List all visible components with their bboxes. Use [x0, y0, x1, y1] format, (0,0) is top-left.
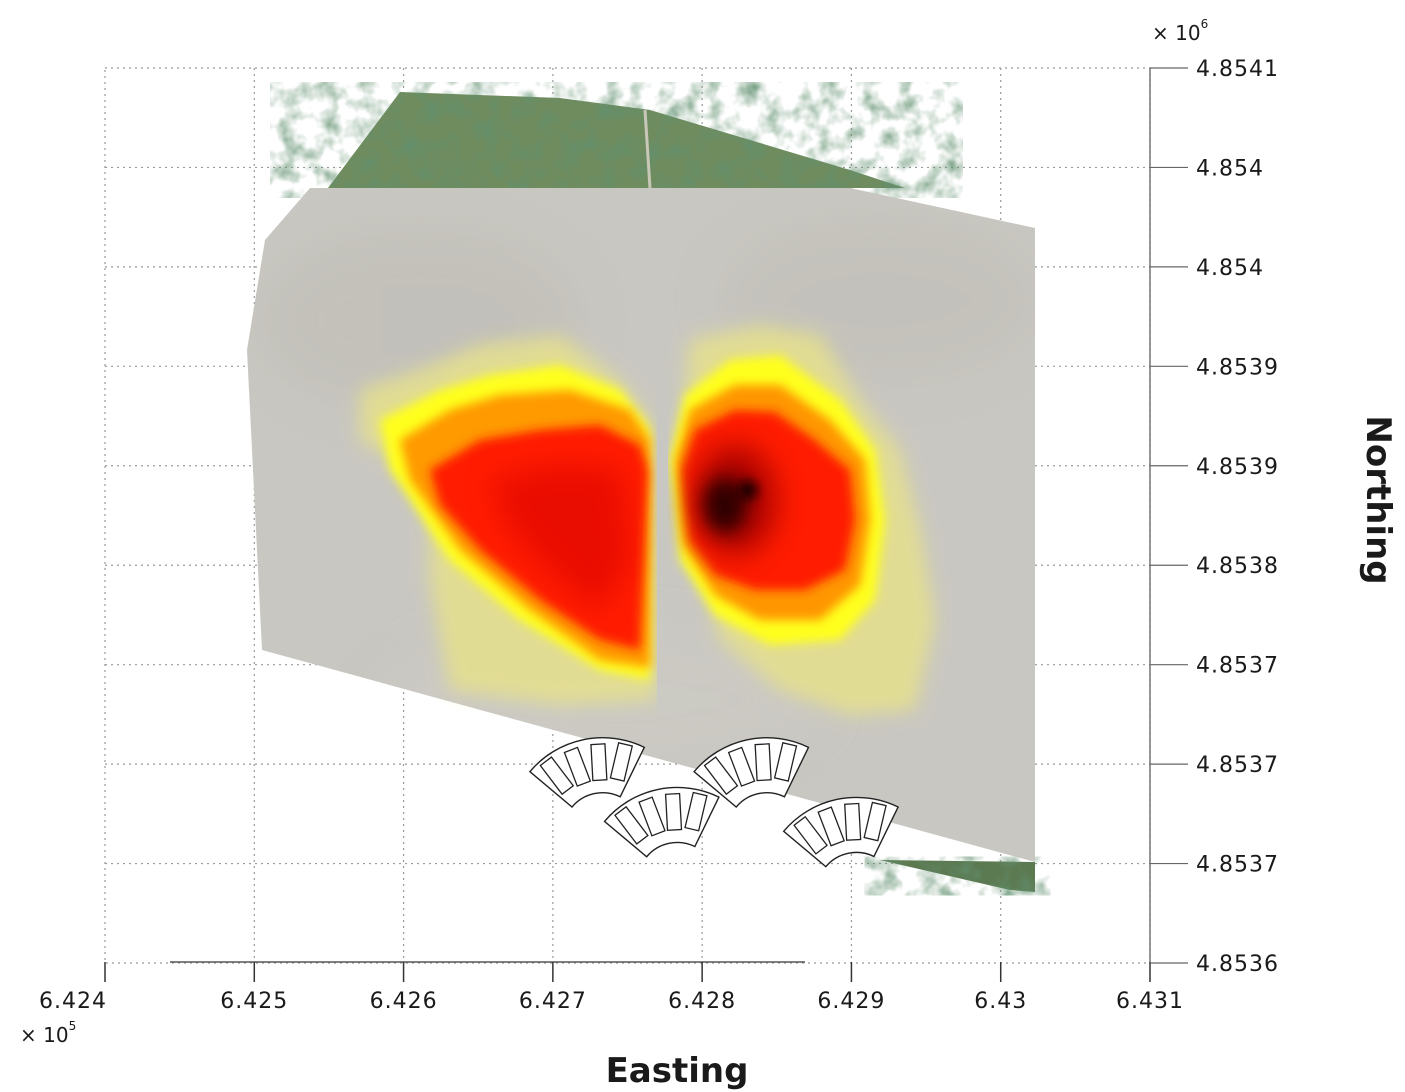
hotspot-west [360, 335, 657, 705]
y-axis-title: Northing [1358, 415, 1398, 584]
structure-cell [539, 756, 575, 796]
aerial-road [643, 109, 652, 189]
east-dark-spot [738, 480, 758, 500]
y-tick-marks [1150, 67, 1188, 964]
y-tick-label: 4.8536 [1196, 952, 1279, 977]
x-tick-marks [104, 962, 1151, 982]
west-core [490, 465, 630, 610]
structure-cell [727, 746, 756, 787]
structures [528, 737, 900, 868]
structure-cell [614, 805, 649, 845]
east-dark-core [703, 477, 747, 533]
y-tick-label: 4.8539 [1196, 455, 1279, 480]
structure-cell-group [793, 815, 828, 855]
structure-cell-group [539, 756, 575, 796]
y-tick-label: 4.8538 [1196, 554, 1279, 579]
structure-cell-group [844, 802, 862, 841]
x-tick-label: 6.428 [668, 989, 736, 1014]
structure-cell-group [609, 742, 634, 782]
y-tick-label: 4.854 [1196, 156, 1264, 181]
structure-cell-group [863, 801, 887, 842]
structure-cell-group [773, 742, 798, 782]
x-tick-label: 6.43 [974, 989, 1027, 1014]
structure-cell [793, 815, 828, 855]
structure-cell [773, 742, 798, 782]
structure-cell [638, 796, 666, 837]
x-tick-label: 6.431 [1116, 989, 1184, 1014]
structure-cell [863, 801, 887, 842]
y-tick-label: 4.8537 [1196, 753, 1279, 778]
x-tick-label: 6.425 [220, 989, 288, 1014]
structure [782, 796, 900, 868]
structure-cell-group [563, 746, 592, 787]
structure-cell-group [614, 805, 649, 845]
plot-frame [104, 67, 1151, 964]
y-tick-label: 4.8539 [1196, 355, 1279, 380]
y-tick-label: 4.8541 [1196, 57, 1279, 82]
x-tick-labels: 6.424 6.425 6.426 6.427 6.428 6.429 6.43 6.431 [39, 989, 1184, 1014]
aerial-background [328, 92, 1035, 892]
structure-cell-group [727, 746, 756, 787]
structure-cell [703, 756, 739, 796]
structure-cell-group [703, 756, 739, 796]
y-tick-labels: 4.8536 4.8537 4.8537 4.8537 4.8538 4.8539 4.85… [1196, 57, 1279, 977]
aerial-bottom-texture [880, 860, 1035, 892]
structure-cell [563, 746, 592, 787]
structure-cell-group [684, 791, 708, 832]
y-tick-label: 4.8537 [1196, 853, 1279, 878]
structure [528, 737, 646, 809]
structure-cell-group [664, 792, 683, 831]
structure-cell-group [817, 806, 845, 847]
aerial-top-texture [328, 92, 905, 188]
structure-cell [844, 802, 862, 841]
structure-cell [754, 743, 772, 782]
structure-cell [684, 791, 708, 832]
structure-cell-group [754, 743, 772, 782]
structure-cell [664, 792, 683, 831]
structure [693, 737, 810, 809]
structure-cell [590, 743, 608, 782]
x-tick-label: 6.424 [39, 989, 107, 1014]
x-tick-label: 6.429 [817, 989, 885, 1014]
y-tick-label: 4.854 [1196, 256, 1264, 281]
y-tick-label: 4.8537 [1196, 654, 1279, 679]
x-tick-label: 6.426 [370, 989, 438, 1014]
x-axis-title: Easting [606, 1051, 749, 1091]
x-tick-label: 6.427 [519, 989, 587, 1014]
structure-cell-group [638, 796, 666, 837]
hotspot-east [670, 325, 935, 715]
x-multiplier: × 105 [20, 1019, 76, 1047]
structure-cell [609, 742, 634, 782]
structure-cell-group [590, 743, 608, 782]
y-multiplier: × 106 [1152, 17, 1208, 45]
structure [603, 786, 720, 858]
structure-cell [817, 806, 845, 847]
